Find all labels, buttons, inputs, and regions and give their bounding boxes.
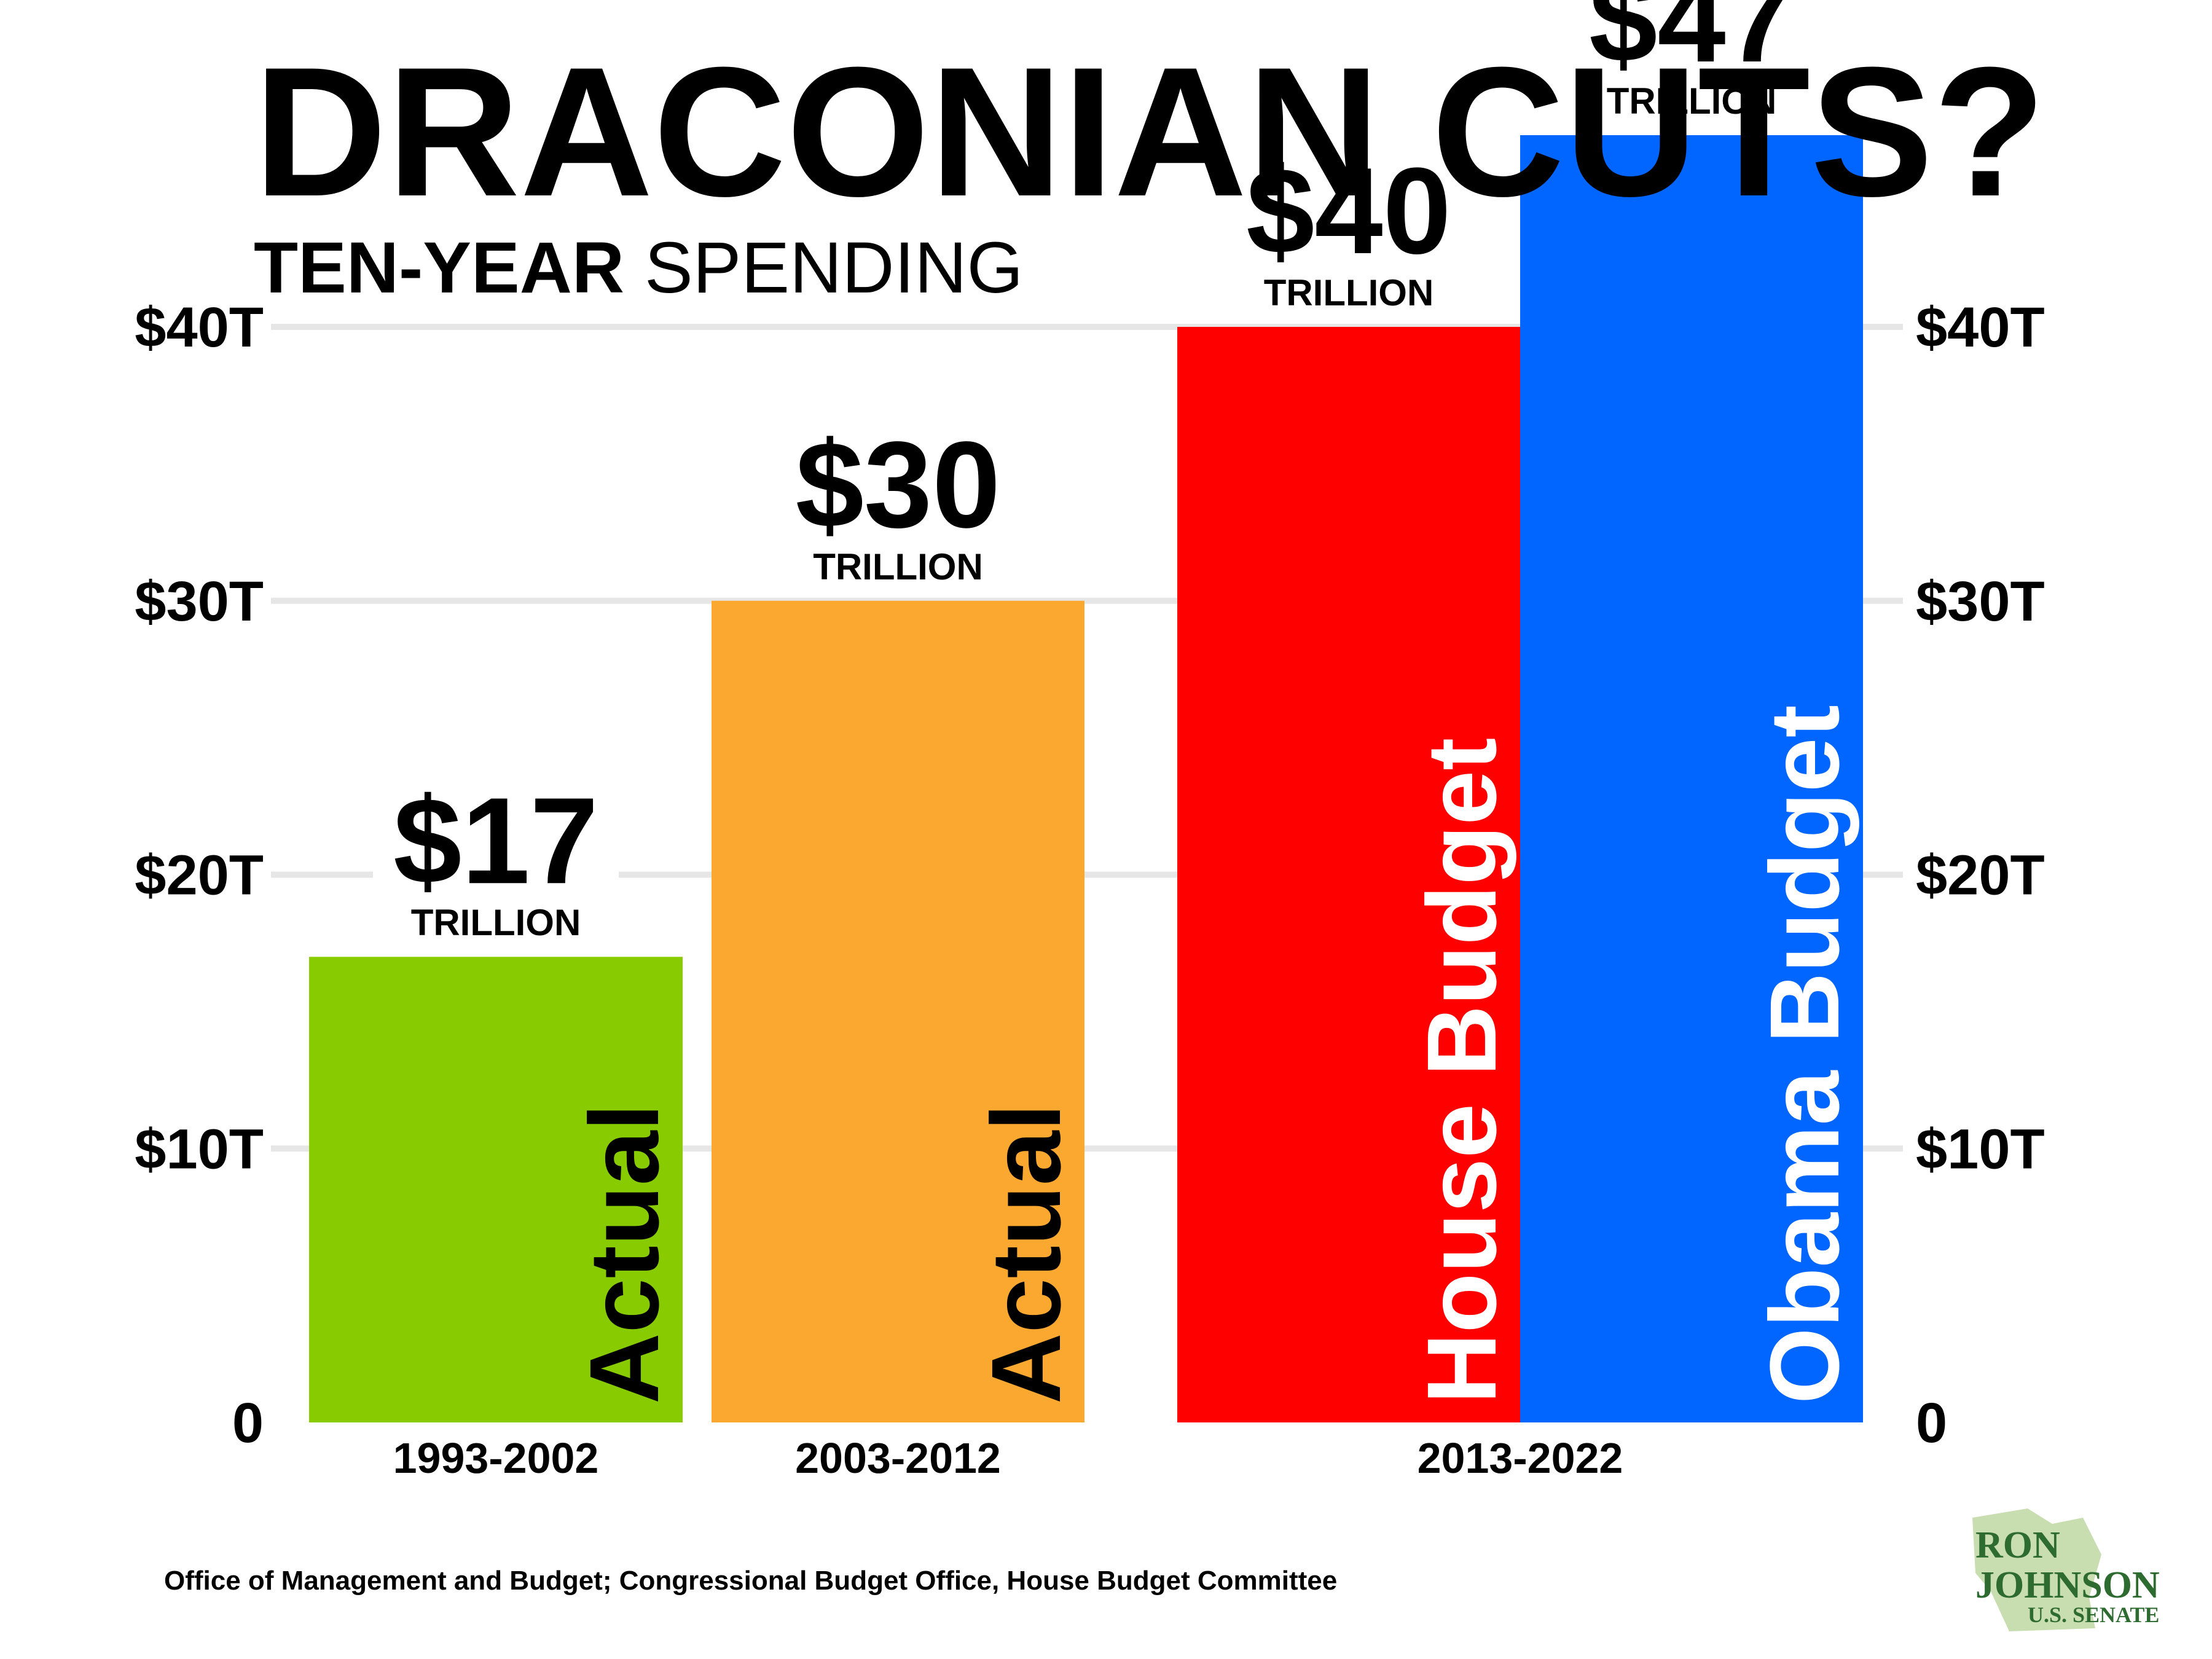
x-tick-label: 1993-2002 [393,1434,599,1482]
y-tick-label-left: $20T [135,844,264,907]
y-tick-label-left: $10T [135,1118,264,1180]
value-unit: TRILLION [411,902,581,943]
bar [712,600,1084,1423]
x-tick-label: 2003-2012 [795,1434,1001,1482]
value-unit: TRILLION [1607,80,1777,122]
value-label: $40 [1246,143,1451,280]
bar-name: House Budget [1406,738,1516,1404]
value-label-backing [775,410,1021,570]
value-label: $17 [393,772,598,909]
value-unit: TRILLION [813,546,983,587]
value-unit: TRILLION [1264,272,1434,313]
value-label-backing [1569,0,1814,104]
bar [309,957,683,1422]
y-tick-label-right: $10T [1916,1118,2045,1180]
chart-title: DRACONIAN CUTS? [254,28,2046,235]
y-tick-label-right: 0 [1916,1392,1947,1454]
y-tick-label-right: $20T [1916,844,2045,907]
y-tick-label-right: $30T [1916,570,2045,633]
x-tick-label: 2013-2022 [1418,1434,1623,1482]
bar [1520,135,1863,1422]
subtitle: TEN-YEAR SPENDING [254,227,1023,308]
logo: RON JOHNSON U.S. SENATE [1972,1508,2160,1631]
subtitle-bold: TEN-YEAR [254,227,624,308]
value-label: $30 [796,417,1001,554]
source: Office of Management and Budget; Congres… [164,1566,1337,1596]
value-label: $47 [1589,0,1794,88]
bars: Actual$17TRILLIONActual$30TRILLIONHouse … [309,0,1863,1423]
value-label-backing [1226,136,1472,297]
y-tick-label-right: $40T [1916,296,2045,359]
value-label-backing [373,766,619,927]
logo-line1: RON [1975,1524,2060,1566]
bar-name: Obama Budget [1749,705,1859,1404]
bar [1177,327,1520,1423]
logo-line3: U.S. SENATE [2028,1602,2159,1627]
y-tick-label-left: 0 [232,1392,264,1454]
logo-shape [1972,1508,2101,1631]
bar-name: Actual [971,1104,1081,1404]
bar-name: Actual [569,1104,679,1404]
logo-line2: JOHNSON [1975,1564,2160,1606]
subtitle-text: SPENDING [645,227,1023,308]
y-tick-label-left: $30T [135,570,264,633]
y-tick-label-left: $40T [135,296,264,359]
